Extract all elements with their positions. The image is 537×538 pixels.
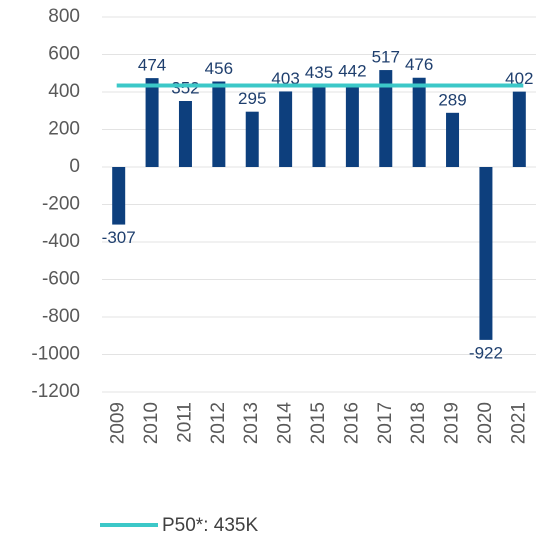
- y-tick-label: 0: [69, 156, 80, 177]
- y-tick-label: 600: [48, 44, 80, 65]
- x-tick-label: 2013: [241, 402, 262, 444]
- value-label: 403: [271, 69, 299, 88]
- y-tick-label: -200: [42, 194, 80, 215]
- bar: [379, 70, 393, 167]
- x-tick-label: 2021: [508, 402, 529, 444]
- value-label: -922: [469, 343, 503, 362]
- bar: [479, 167, 493, 340]
- x-tick-label: 2012: [208, 402, 229, 444]
- x-tick-label: 2010: [141, 402, 162, 444]
- x-tick-label: 2020: [475, 402, 496, 444]
- x-tick-label: 2019: [442, 402, 463, 444]
- value-label: 474: [138, 56, 166, 75]
- y-tick-label: -1000: [31, 344, 80, 365]
- bar: [178, 101, 192, 167]
- value-label: 442: [338, 62, 366, 81]
- bar: [312, 85, 326, 167]
- x-tick-label: 2011: [174, 402, 195, 443]
- value-label: 435: [305, 63, 333, 82]
- bar: [145, 78, 159, 167]
- value-label: 295: [238, 89, 266, 108]
- value-label: 352: [171, 78, 199, 97]
- x-tick-label: 2018: [408, 402, 429, 444]
- y-tick-label: 400: [48, 81, 80, 102]
- y-tick-label: 200: [48, 119, 80, 140]
- y-tick-label: -600: [42, 269, 80, 290]
- y-tick-label: -800: [42, 306, 80, 327]
- bar: [279, 91, 293, 167]
- x-tick-label: 2016: [341, 402, 362, 444]
- x-tick-label: 2017: [375, 402, 396, 444]
- bar: [512, 91, 526, 167]
- value-label: 289: [438, 90, 466, 109]
- x-tick-label: 2015: [308, 402, 329, 444]
- bar: [245, 111, 259, 167]
- x-tick-label: 2009: [108, 402, 129, 444]
- legend-label: P50*: 435K: [162, 515, 258, 536]
- y-tick-label: 800: [48, 6, 80, 27]
- y-tick-label: -1200: [31, 381, 80, 402]
- y-tick-label: -400: [42, 231, 80, 252]
- value-label: 476: [405, 55, 433, 74]
- bar: [345, 84, 359, 167]
- x-tick-label: 2014: [275, 402, 296, 445]
- value-label: 517: [372, 48, 400, 67]
- bar: [212, 81, 226, 167]
- bar: [412, 77, 426, 167]
- value-label: -307: [102, 228, 136, 247]
- bar: [112, 167, 126, 225]
- value-label: 456: [205, 59, 233, 78]
- value-label: 402: [505, 69, 533, 88]
- bar: [446, 112, 460, 167]
